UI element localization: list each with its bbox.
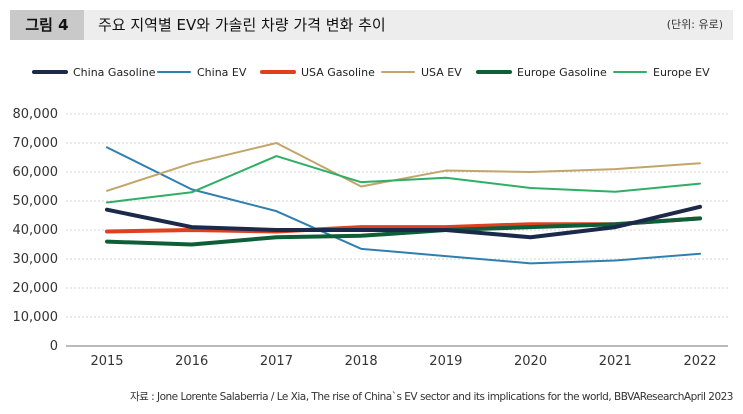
y-tick-label: 10,000: [13, 310, 59, 325]
legend-label: USA Gasoline: [301, 66, 375, 79]
chart-grid: [66, 113, 728, 347]
series-line-usa-ev: [106, 142, 701, 192]
x-tick-label: 2017: [260, 354, 293, 369]
figure-header: 그림 4 주요 지역별 EV와 가솔린 차량 가격 변화 추이 (단위: 유로): [10, 10, 733, 40]
y-tick-label: 0: [50, 339, 58, 354]
x-tick-label: 2018: [345, 354, 378, 369]
legend-label: Europe EV: [653, 66, 710, 79]
series-line-europe-ev: [106, 155, 701, 204]
y-tick-label: 70,000: [13, 136, 59, 151]
x-tick-label: 2015: [90, 354, 123, 369]
chart-legend: China Gasoline China EV USA Gasoline USA EV…: [32, 66, 710, 79]
unit-label: (단위: 유로): [666, 18, 723, 31]
legend-label: Europe Gasoline: [517, 66, 607, 79]
source-citation: 자료 : Jone Lorente Salaberria / Le Xia, T…: [129, 391, 734, 403]
chart-series: [105, 142, 702, 265]
legend-label: China Gasoline: [73, 66, 156, 79]
y-tick-label: 50,000: [13, 194, 59, 209]
figure-label: 그림 4: [10, 10, 84, 40]
x-tick-label: 2021: [599, 354, 632, 369]
series-line-china-ev: [106, 146, 701, 265]
y-tick-label: 80,000: [13, 107, 59, 122]
x-tick-label: 2022: [683, 354, 716, 369]
legend-label: USA EV: [421, 66, 462, 79]
y-tick-label: 40,000: [13, 223, 59, 238]
x-axis: 2015 2016 2017 2018 2019 2020 2021 2022: [90, 354, 716, 369]
y-tick-label: 30,000: [13, 252, 59, 267]
x-tick-label: 2020: [514, 354, 547, 369]
figure-title: 주요 지역별 EV와 가솔린 차량 가격 변화 추이: [98, 16, 386, 34]
series-line-china-gasoline: [105, 204, 702, 240]
y-tick-label: 60,000: [13, 165, 59, 180]
x-tick-label: 2016: [175, 354, 208, 369]
x-tick-label: 2019: [429, 354, 462, 369]
y-tick-label: 20,000: [13, 281, 59, 296]
y-axis: 0 10,000 20,000 30,000 40,000 50,000 60,000 70,…: [13, 107, 59, 354]
legend-label: China EV: [197, 66, 247, 79]
series-line-europe-gasoline: [105, 216, 702, 247]
